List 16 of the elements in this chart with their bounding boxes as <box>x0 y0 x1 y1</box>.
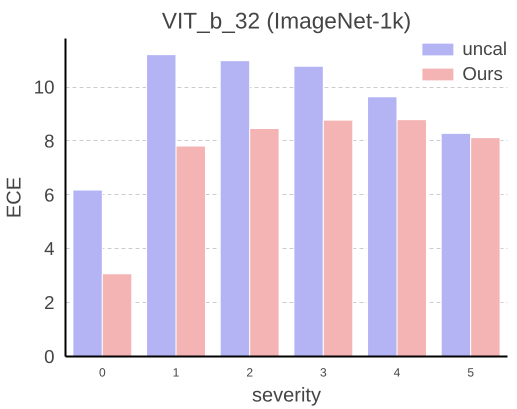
x-tick-label: 0 <box>98 366 106 380</box>
y-tick-label: 6 <box>44 184 55 206</box>
x-axis-title: severity <box>252 384 321 406</box>
y-axis-title: ECE <box>4 176 26 218</box>
x-tick-label: 4 <box>394 366 401 380</box>
x-tick-label: 5 <box>467 366 474 380</box>
x-tick-label: 1 <box>172 366 180 380</box>
legend-label: Ours <box>462 63 503 85</box>
legend-label: uncal <box>462 38 507 60</box>
y-tick-label: 8 <box>44 130 55 152</box>
y-tick-label: 4 <box>44 238 55 260</box>
x-tick-label: 3 <box>320 366 327 380</box>
y-tick-label: 10 <box>34 76 55 98</box>
y-tick-label: 2 <box>44 292 55 314</box>
x-tick-label: 2 <box>246 366 254 380</box>
chart-title: VIT_b_32 (ImageNet-1k) <box>162 8 412 34</box>
